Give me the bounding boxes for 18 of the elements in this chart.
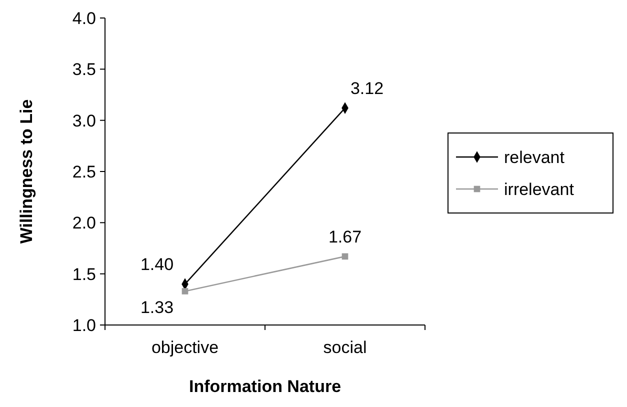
x-tick-label: objective	[151, 338, 219, 357]
point	[342, 253, 348, 260]
data-label: 3.12	[350, 79, 384, 98]
y-tick-label: 3.0	[72, 111, 96, 130]
legend-label: relevant	[504, 148, 565, 167]
y-tick-label: 2.0	[72, 214, 96, 233]
x-tick-label: social	[323, 338, 367, 357]
y-tick-label: 3.5	[72, 60, 96, 80]
data-label: 1.67	[328, 227, 362, 246]
data-label: 1.40	[140, 255, 174, 274]
y-tick-label: 4.0	[72, 8, 96, 28]
y-axis-title: Willingness to Lie	[17, 99, 36, 244]
y-tick-label: 1.5	[72, 264, 96, 284]
legend-label: irrelevant	[504, 180, 574, 199]
y-tick-label: 2.5	[72, 162, 96, 182]
x-axis-title: Information Nature	[188, 377, 342, 396]
y-tick-label: 1.0	[72, 316, 96, 335]
data-label: 1.33	[140, 298, 174, 318]
